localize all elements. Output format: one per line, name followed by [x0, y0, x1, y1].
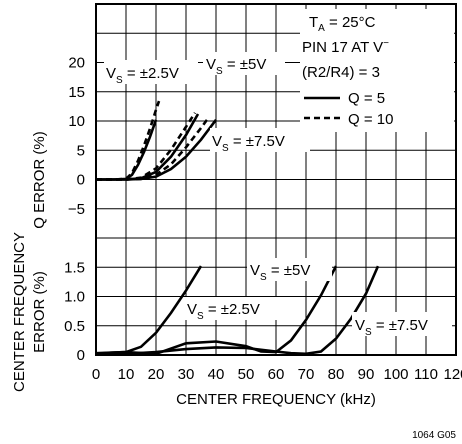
legend: TA = 25°C PIN 17 AT V− (R2/R4) = 3 Q = 5… [302, 14, 393, 128]
annotation-vs-2p5-bottom: VS = ±2.5V [187, 301, 260, 322]
label-mask [203, 52, 285, 75]
x-tick-label: 120 [443, 366, 462, 383]
x-tick-label: 20 [148, 366, 165, 383]
bottom-y-tick-label: 1.0 [64, 289, 85, 306]
label-mask [104, 60, 198, 84]
bottom-y-axis-label-line2: ERROR (%) [31, 271, 48, 353]
x-axis-label: CENTER FREQUENCY (kHz) [176, 391, 376, 408]
x-tick-label: 110 [414, 366, 438, 383]
bottom-y-axis-label-line1: CENTER FREQUENCY [11, 232, 28, 392]
x-tick-label: 60 [268, 366, 285, 383]
freq-error-curve-2 [95, 265, 380, 356]
x-tick-label: 100 [383, 366, 408, 383]
bottom-y-tick-label: 1.5 [64, 259, 85, 276]
curves [95, 100, 380, 356]
top-annotations: VS = ±2.5V VS = ±5V VS = ±7.5V [106, 56, 285, 154]
top-y-axis-label: Q ERROR (%) [31, 131, 48, 229]
top-y-tick-label: 15 [68, 84, 85, 101]
label-mask [210, 128, 310, 152]
annotation-vs-7p5-bottom: VS = ±7.5V [355, 317, 428, 338]
legend-line-ratio: (R2/R4) = 3 [302, 64, 380, 81]
x-tick-label: 10 [118, 366, 135, 383]
bottom-y-tick-label: 0 [77, 347, 85, 364]
top-y-tick-label: 0 [77, 172, 85, 189]
bottom-y-tick-label: 0.5 [64, 318, 85, 335]
label-mask [184, 297, 280, 320]
x-tick-label: 90 [358, 366, 375, 383]
bottom-annotations: VS = ±5V VS = ±2.5V VS = ±7.5V [187, 262, 428, 338]
x-tick-label: 0 [92, 366, 100, 383]
label-mask [247, 258, 332, 281]
x-tick-label: 80 [328, 366, 345, 383]
annotation-vs-7p5-top: VS = ±7.5V [212, 133, 285, 154]
top-y-tick-label: 20 [68, 55, 85, 72]
label-mask [300, 9, 454, 132]
x-tick-label: 50 [238, 366, 255, 383]
top-y-tick-label: 10 [68, 113, 85, 130]
legend-line-ta: TA = 25°C [309, 14, 376, 34]
plot-frame [95, 3, 457, 356]
top-y-tick-label: −5 [68, 201, 85, 218]
label-mask [352, 312, 452, 336]
figure-footnote: 1064 G05 [412, 430, 456, 441]
top-y-tick-label: 5 [77, 142, 85, 159]
legend-line-pin: PIN 17 AT V− [302, 38, 389, 56]
q-error-curve-5 [96, 119, 209, 181]
annotation-vs-2p5-top: VS = ±2.5V [106, 65, 179, 86]
tick-labels: 010203040506070809010011012020151050−51.… [64, 55, 462, 384]
legend-entry-q10: Q = 10 [348, 111, 393, 128]
legend-entry-q5: Q = 5 [348, 90, 385, 107]
x-tick-label: 40 [208, 366, 225, 383]
x-tick-label: 70 [298, 366, 315, 383]
label-masks [104, 9, 454, 336]
x-tick-label: 30 [178, 366, 195, 383]
